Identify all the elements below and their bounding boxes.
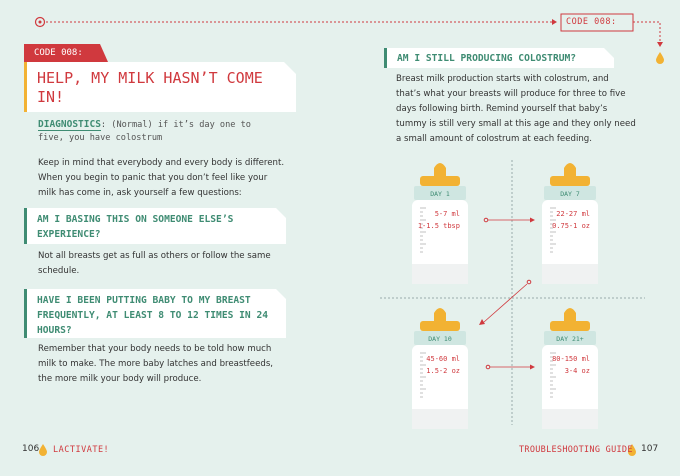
nipple [434,308,446,325]
connector [483,283,528,323]
volume-ml: 5-7 ml [435,210,460,218]
intro: Keep in mind that everybody and every bo… [38,158,285,198]
section-title: TROUBLESHOOTING GUIDE [519,445,633,455]
code-tab: CODE 008: [24,44,108,62]
day-label: DAY 10 [428,335,452,343]
nipple-base [420,321,460,331]
arrow [552,19,557,25]
diagnostics-label: DIAGNOSTICS [38,119,101,131]
connector-dot [483,217,489,223]
volume-alt: 3-4 oz [565,367,590,375]
arrow [479,319,485,325]
connector-dot [526,279,532,285]
connector-dot [485,364,491,370]
nipple [564,308,576,325]
collar [544,331,596,345]
collar [414,331,466,345]
bottle-body [412,200,468,284]
bottle-body [542,200,598,284]
drop-icon [628,444,636,456]
bottle-shade [412,409,468,429]
day-label: DAY 1 [430,190,450,198]
question-heading: AM I BASING THIS ON SOMEONE ELSE’S EXPER… [24,208,286,244]
volume-alt: 1.5-2 oz [426,367,460,375]
start-circle [34,16,46,28]
arrow [657,42,663,47]
day-label: DAY 21+ [556,335,583,343]
bottle-body [412,345,468,429]
arrow [530,364,535,370]
nipple-base [550,176,590,186]
right-text: Breast milk production starts with colos… [396,74,636,144]
day-label: DAY 7 [560,190,580,198]
start-dot [38,20,42,24]
title: HELP, MY MILK HASN’T COME IN! [24,62,296,112]
arrow [530,217,535,223]
right-heading: AM I STILL PRODUCING COLOSTRUM? [384,48,614,68]
bottle-shade [542,264,598,284]
diagnostics-text: : (Normal) if it’s day one to five, you … [38,120,251,143]
dashed-rule [633,21,661,42]
volume-ml: 22-27 ml [556,210,590,218]
volume-ml: 45-60 ml [426,355,460,363]
question-heading: HAVE I BEEN PUTTING BABY TO MY BREAST FR… [24,289,286,338]
volume-alt: 1-1.5 tbsp [418,222,460,230]
book-title: LACTIVATE! [53,445,110,455]
page-number: 106 [22,444,40,454]
nipple [434,163,446,180]
bottle-grid: DAY 1 5-7 ml 1-1.5 tbsp DAY 7 22-27 ml 0.75-1… [412,163,598,429]
nipple-base [550,321,590,331]
code-label: CODE 008: [566,17,617,27]
drop-icon [656,52,664,64]
bottle-body [542,345,598,429]
diagnostics: DIAGNOSTICS: (Normal) if it’s day one to… [38,118,278,145]
volume-alt: 0.75-1 oz [552,222,590,230]
bottle-shade [412,264,468,284]
drop-icon [39,444,47,456]
bottle-shade [542,409,598,429]
page-number: 107 [641,444,659,454]
answer: Remember that your body needs to be told… [38,344,274,384]
collar [544,186,596,200]
nipple-base [420,176,460,186]
nipple [564,163,576,180]
volume-ml: 80-150 ml [552,355,590,363]
answer: Not all breasts get as full as others or… [38,251,271,276]
collar [414,186,466,200]
